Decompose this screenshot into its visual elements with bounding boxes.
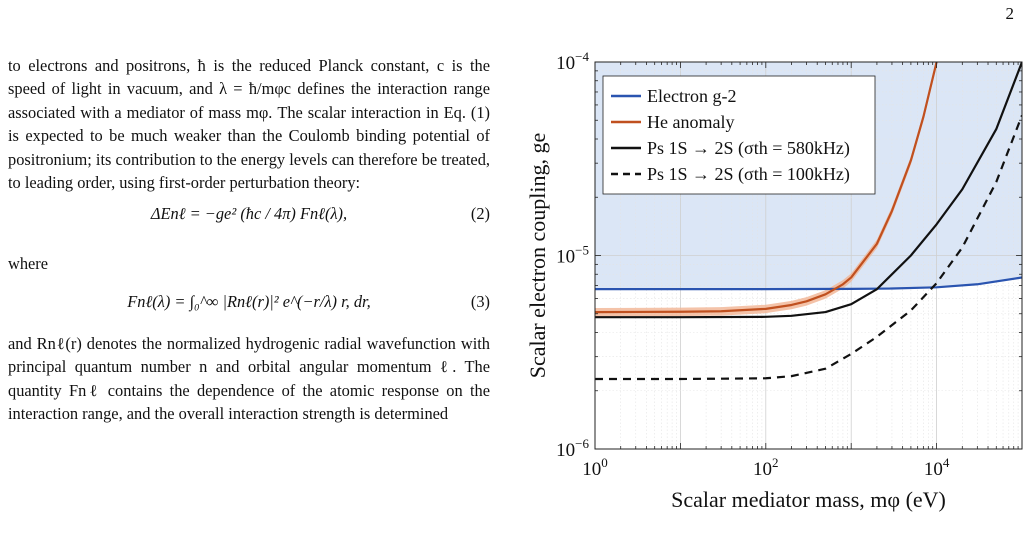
legend-label-3: Ps 1S → 2S (σth = 100kHz) xyxy=(647,164,850,185)
equation-2: ΔEnℓ = −ge² (ħc / 4π) Fnℓ(λ), (2) xyxy=(8,194,490,244)
x-tick-label: 104 xyxy=(924,455,950,480)
page-number: 2 xyxy=(1005,4,1015,23)
equation-3: Fnℓ(λ) = ∫₀^∞ |Rnℓ(r)|² e^(−r/λ) r, dr, … xyxy=(8,282,490,332)
x-tick-label: 100 xyxy=(582,455,608,480)
text-column: to electrons and positrons, ħ is the red… xyxy=(8,54,490,425)
legend-label-0: Electron g-2 xyxy=(647,86,736,106)
series-line-2 xyxy=(595,62,1022,319)
equation-2-body: ΔEnℓ = −ge² (ħc / 4π) Fnℓ(λ), xyxy=(150,204,348,224)
legend-box xyxy=(602,75,876,195)
legend-label-1: He anomaly xyxy=(647,112,734,132)
x-tick-label: 102 xyxy=(753,455,778,480)
x-axis-label: Scalar mediator mass, mφ (eV) xyxy=(671,487,946,512)
y-axis-label: Scalar electron coupling, ge xyxy=(525,133,550,379)
paragraph-2: and Rnℓ(r) denotes the normalized hydrog… xyxy=(8,333,490,424)
y-tick-label: 10−4 xyxy=(556,49,589,74)
chart-svg: 100 102 104 10−6 10−5 10−4 Scalar mediator mas… xyxy=(525,49,1023,512)
legend-label-2: Ps 1S → 2S (σth = 580kHz) xyxy=(647,138,850,159)
y-tick-label: 10−5 xyxy=(556,243,589,268)
series-line-3 xyxy=(595,114,1022,381)
series-line-1 xyxy=(595,62,938,314)
y-tick-label: 10−6 xyxy=(556,436,589,461)
coupling-vs-mass-figure: 100 102 104 10−6 10−5 10−4 Scalar mediator mas… xyxy=(525,48,1030,540)
series-line-0 xyxy=(595,276,1022,291)
equation-2-label: (2) xyxy=(470,204,490,224)
paragraph-1: to electrons and positrons, ħ is the red… xyxy=(8,56,490,193)
equation-3-body: Fnℓ(λ) = ∫₀^∞ |Rnℓ(r)|² e^(−r/λ) r, dr, xyxy=(127,291,371,311)
equation-3-label: (3) xyxy=(470,291,490,311)
where-text: where xyxy=(8,254,49,274)
